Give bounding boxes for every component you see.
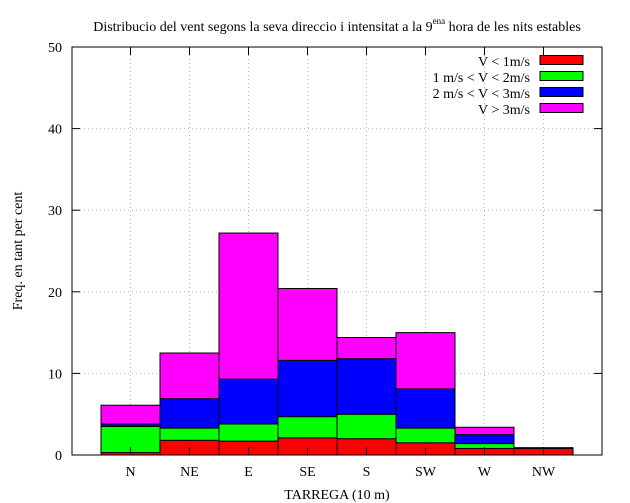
plot-border <box>71 46 603 456</box>
bar-segment <box>100 404 161 425</box>
legend-swatch <box>539 55 584 65</box>
axes <box>71 46 603 456</box>
x-tick-label: W <box>478 465 492 480</box>
legend-label: 2 m/s < V < 3m/s <box>433 87 530 102</box>
chart-title: Distribucio del vent segons la seva dire… <box>93 16 581 35</box>
y-tick-label: 20 <box>48 286 62 301</box>
legend-label: V < 1m/s <box>478 55 530 70</box>
x-tick-label: SE <box>299 465 315 480</box>
x-tick-label: SW <box>415 465 437 480</box>
bar-segment <box>395 427 456 444</box>
legend: V < 1m/s1 m/s < V < 2m/s2 m/s < V < 3m/s… <box>433 55 584 118</box>
x-tick-label: NW <box>532 465 556 480</box>
bar-segment <box>277 416 338 439</box>
bar-segment <box>277 359 338 418</box>
x-tick-label: NE <box>180 465 199 480</box>
legend-label: 1 m/s < V < 2m/s <box>433 71 530 86</box>
bar-segment <box>277 288 338 361</box>
bar-segment <box>395 332 456 390</box>
bar-segment <box>159 398 220 429</box>
bar-segment <box>336 413 397 440</box>
bar-segment <box>336 358 397 415</box>
x-tick-label: N <box>125 465 135 480</box>
bar-segment <box>218 378 279 425</box>
bar-segment <box>454 426 515 436</box>
bar-segment <box>218 232 279 380</box>
x-tick-label: E <box>244 465 253 480</box>
bar-segment <box>159 427 220 441</box>
legend-swatch <box>539 103 584 113</box>
bar-segment <box>336 336 397 360</box>
x-tick-label: S <box>363 465 371 480</box>
legend-swatch <box>539 87 584 97</box>
bars <box>100 232 574 456</box>
y-tick-label: 10 <box>48 367 62 382</box>
title-superscript: ena <box>433 16 446 26</box>
title-prefix: Distribucio del vent segons la seva dire… <box>93 20 432 35</box>
bar-segment <box>218 423 279 442</box>
y-tick-label: 0 <box>55 449 62 464</box>
bar-segment <box>159 352 220 400</box>
y-tick-label: 40 <box>48 123 62 138</box>
y-tick-label: 30 <box>48 204 62 219</box>
y-axis-label: Freq. en tant per cent <box>11 192 26 311</box>
bar-segment <box>454 434 515 445</box>
bar-segment <box>395 388 456 429</box>
ticks: 0 10 20 30 40 50 N NE E SE S SW W NW <box>48 41 602 480</box>
y-tick-label: 50 <box>48 41 62 56</box>
x-axis-label: TARREGA (10 m) <box>284 488 390 503</box>
title-suffix: hora de les nits estables <box>445 20 581 35</box>
legend-label: V > 3m/s <box>478 103 530 118</box>
legend-swatch <box>539 71 584 81</box>
